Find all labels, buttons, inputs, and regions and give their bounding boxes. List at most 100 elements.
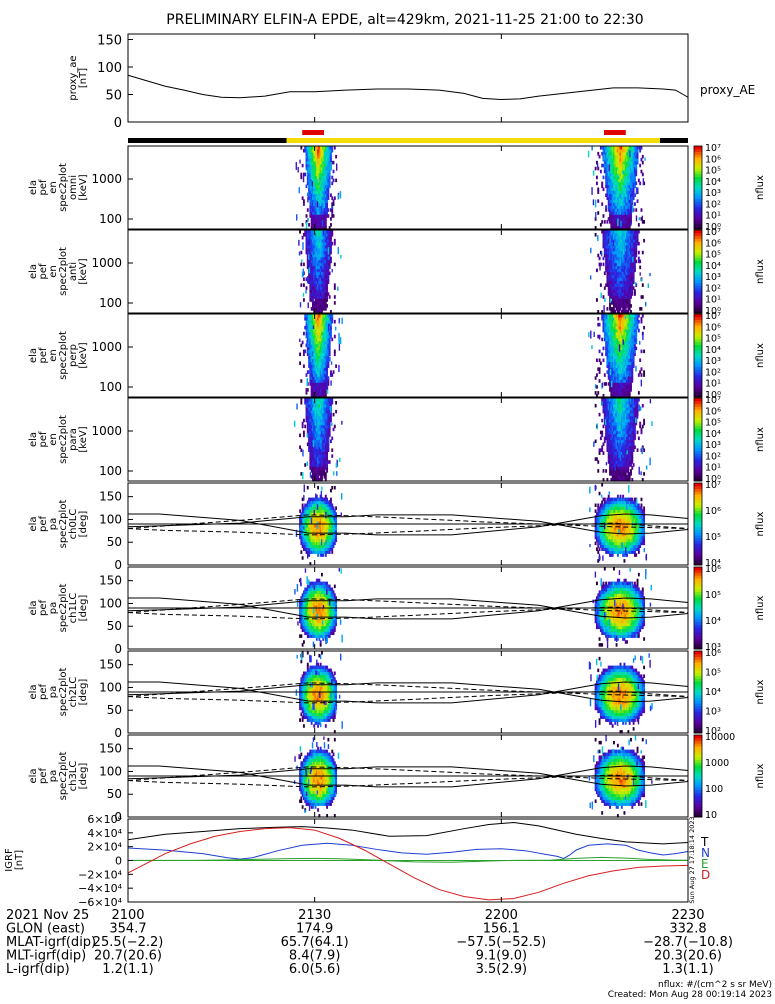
spec-pixel-p0-b1 — [636, 154, 639, 159]
spec-pixel-p3-b0 — [320, 475, 323, 479]
spec-pixel-p0-b1 — [622, 220, 625, 224]
spec-pixel-p1-b1 — [630, 262, 632, 267]
spec-pixel-p1-b0 — [324, 250, 327, 255]
spec-pixel-p2-b0 — [327, 349, 330, 354]
spec-pixel-p2-b0 — [323, 364, 326, 368]
spec-pixel-p3-b1 — [635, 415, 638, 420]
spec-pixel-p2-b1 — [598, 379, 601, 383]
spec-pixel-p2-b1 — [622, 367, 625, 371]
spec-pixel-p1-b1 — [606, 277, 609, 281]
spec-pixel-p0-b1 — [611, 208, 614, 212]
spec-pixel-p0-b0 — [328, 169, 331, 174]
spec-speckle-p2-b0 — [339, 337, 342, 344]
spec-pixel-p2-b1 — [643, 373, 646, 377]
spec-pixel-p0-b1 — [618, 190, 621, 195]
spec-pixel-p3-b1 — [616, 472, 619, 476]
spec-pixel-p0-b0 — [324, 178, 327, 183]
spec-pixel-p1-b0 — [322, 298, 325, 302]
spec-pixel-p0-b0 — [326, 211, 329, 215]
spec-pixel-p0-b1 — [615, 175, 618, 180]
spec-pixel-p2-b1 — [623, 385, 626, 389]
spec-pixel-p2-b1 — [606, 325, 609, 330]
spec-pixel-p2-b0 — [313, 325, 316, 330]
spec-pixel-p0-b1 — [610, 148, 613, 153]
spec-pixel-p3-b0 — [317, 472, 320, 476]
spec-pixel-p4-b0 — [302, 541, 305, 546]
spec-pixel-p0-b1 — [631, 196, 634, 200]
spec-pixel-p3-b1 — [626, 415, 629, 420]
spec-pixel-p1-b1 — [618, 259, 621, 264]
spec-pixel-p1-b0 — [317, 253, 320, 258]
spec-pixel-p4-b0 — [301, 518, 304, 522]
spec-pixel-p1-b0 — [309, 241, 312, 246]
spec-pixel-p3-b0 — [309, 436, 312, 441]
spec-pixel-p0-b0 — [314, 217, 317, 221]
spec-pixel-p1-b0 — [315, 283, 318, 287]
spec-pixel-p3-b0 — [305, 406, 308, 411]
spec-pixel-p1-b0 — [319, 283, 322, 287]
spec-pixel-p0-b1 — [616, 214, 619, 218]
spec-pixel-p3-b1 — [601, 433, 604, 438]
spec-pixel-p2-b0 — [314, 370, 317, 374]
spec-pixel-p3-b0 — [310, 403, 313, 408]
spec-pixel-p2-b0 — [319, 382, 322, 386]
spec-pixel-p1-b1 — [611, 298, 614, 302]
spec-pixel-p0-b1 — [610, 178, 613, 183]
spec-pixel-p3-b0 — [314, 448, 317, 452]
spec-pixel-p3-b0 — [326, 439, 329, 444]
spec-pixel-p0-b0 — [326, 187, 329, 192]
spec-pixel-p1-b0 — [311, 286, 314, 290]
spec-pixel-p1-b1 — [631, 268, 634, 273]
spec-pixel-p2-b0 — [305, 334, 308, 339]
spec-pixel-p2-b1 — [631, 340, 634, 345]
spec-pixel-p0-b0 — [314, 151, 317, 156]
spec-pixel-p4-b0 — [299, 515, 301, 519]
spec-pixel-p3-b1 — [618, 418, 621, 423]
spec-pixel-p1-b1 — [619, 256, 622, 261]
spec-pixel-p0-b1 — [624, 172, 627, 177]
spec-pixel-p1-b0 — [315, 292, 318, 296]
spec-pixel-p0-b1 — [619, 178, 622, 183]
spec-pixel-p1-b0 — [309, 230, 312, 234]
spec-pixel-p2-b1 — [626, 388, 629, 392]
spec-pixel-p3-b1 — [633, 433, 636, 438]
spec-pixel-p1-b0 — [322, 241, 325, 246]
spec-pixel-p2-b1 — [636, 314, 639, 318]
spec-pixel-p0-b1 — [614, 190, 617, 195]
spec-pixel-p3-b1 — [623, 433, 626, 438]
spec-pixel-p2-b0 — [322, 391, 325, 395]
spec-pixel-p2-b0 — [309, 364, 312, 368]
spec-pixel-p2-b1 — [613, 343, 615, 348]
spec-pixel-p2-b1 — [633, 352, 636, 357]
spec-pixel-p2-b0 — [309, 337, 312, 342]
spec-pixel-p3-b0 — [314, 439, 317, 444]
spec-pixel-p1-b1 — [606, 244, 609, 249]
spec-pixel-p3-b1 — [607, 409, 610, 414]
spec-pixel-p2-b1 — [635, 340, 638, 345]
spec-pixel-p0-b0 — [306, 175, 309, 180]
spec-pixel-p3-b1 — [633, 415, 636, 420]
spec-pixel-p2-b0 — [305, 391, 308, 395]
spec-pixel-p0-b0 — [327, 148, 330, 153]
colorbar-segment-3 — [694, 461, 702, 465]
spec-pixel-p1-b1 — [620, 289, 623, 293]
spec-pixel-p1-b0 — [315, 289, 318, 293]
spec-speckle-p0-b1 — [596, 163, 599, 168]
spec-pixel-p0-b1 — [613, 202, 615, 206]
spec-pixel-p0-b0 — [328, 226, 331, 230]
spec-pixel-p3-b0 — [319, 427, 322, 432]
spec-pixel-p2-b0 — [327, 355, 330, 360]
spec-pixel-p2-b0 — [326, 337, 329, 342]
spec-pixel-p2-b1 — [619, 358, 622, 363]
spec-pixel-p1-b0 — [328, 256, 331, 261]
spec-pixel-p3-b1 — [628, 424, 631, 429]
spec-pixel-p3-b1 — [623, 454, 626, 458]
spec-pixel-p0-b1 — [610, 146, 613, 150]
spec-pixel-p0-b1 — [632, 163, 635, 168]
spec-pixel-p3-b0 — [323, 460, 326, 464]
spec-pixel-p0-b0 — [318, 214, 321, 218]
spec-pixel-p1-b0 — [317, 268, 320, 273]
spec-pixel-p2-b1 — [615, 391, 618, 395]
spec-pixel-p0-b1 — [624, 160, 627, 165]
spec-pixel-p0-b0 — [313, 190, 316, 195]
